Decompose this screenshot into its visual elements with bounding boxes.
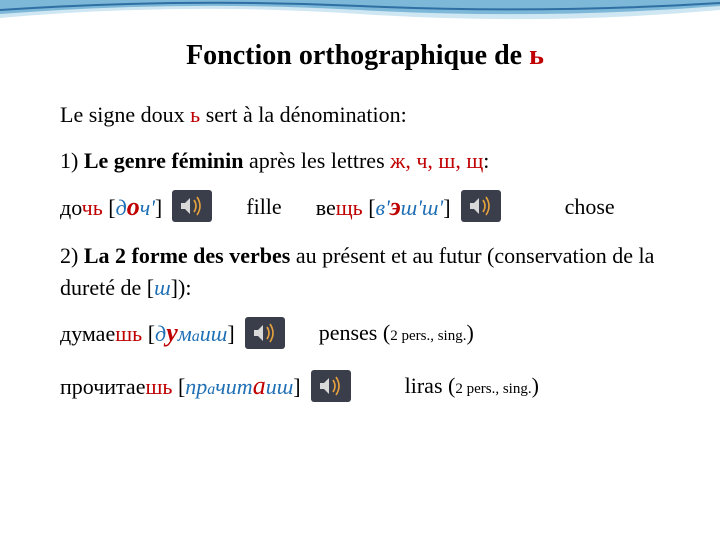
ex1-p-tail: ч' [140,195,155,220]
ex2-p-m: м [178,321,192,346]
ex2-pclose: ] [227,321,234,346]
ex1-w2r: щ [336,195,353,220]
ex1-p-d: д [116,195,127,220]
intro-line: Le signe doux ь sert à la dénomination: [60,100,670,131]
sound-icon[interactable] [245,317,285,349]
decorative-wave [0,0,720,30]
rule2-t3: ]): [171,275,192,300]
ex1-p2close: ] [443,195,450,220]
title-text: Fonction orthographique de [186,40,529,71]
ex1-word2-wrap: вещь [в'эш'ш'] [316,187,451,226]
ex1-p2open: [ [363,195,376,220]
example-1: дочь [доч'] fille вещь [в'эш'ш'] chose [60,187,670,226]
intro-t1: Le signe doux [60,102,190,127]
ex2-p-a: а [192,328,200,345]
intro-red: ь [190,102,200,127]
ex1-tr1: fille [246,190,281,223]
ex3-p-mid: чит [215,374,252,399]
ex2-p-tail: иш [200,321,228,346]
ex1-w1s: ь [93,195,103,220]
ex2-w1s: ь [132,321,142,346]
ex1-pclose: ] [155,195,162,220]
rule2-bold: La 2 forme des verbes [84,243,291,268]
rule-2: 2) La 2 forme des verbes au présent et a… [60,240,670,304]
ex1-w1r: ч [82,195,93,220]
ex1-p2-v: в' [376,195,390,220]
rule2-num: 2) [60,243,84,268]
rule1-t2: après les lettres [244,148,391,173]
ex2-tr: penses [319,320,383,345]
ex3-w1r: ш [145,374,162,399]
ex2-note: 2 pers., sing. [390,328,466,344]
ex1-w1: до [60,195,82,220]
rule-1: 1) Le genre féminin après les lettres ж,… [60,145,670,177]
rule1-bold: Le genre féminin [84,148,244,173]
ex3-p-pr: пр [185,374,207,399]
ex3-note: 2 pers., sing. [455,381,531,397]
ex3-word-wrap: прочитаешь [прачитаиш] [60,366,301,405]
rule1-t3: : [483,148,489,173]
intro-t2: sert à la dénomination: [200,102,407,127]
ex1-popen: [ [103,195,116,220]
ex3-pclose: ] [293,374,300,399]
example-2: думаешь [думаиш] penses (2 pers., sing.) [60,313,670,352]
sound-icon[interactable] [172,190,212,222]
ex1-tr2: chose [565,190,615,223]
ex2-p-d: д [155,321,166,346]
page-title: Fonction orthographique de ь [60,40,670,72]
rule1-red: ж, ч, ш, щ [390,148,483,173]
ex1-w2a: ве [316,195,336,220]
ex2-word-wrap: думаешь [думаиш] [60,313,235,352]
ex3-p-tail: иш [266,374,294,399]
ex2-note-close: ) [466,320,473,345]
ex1-p2-tail: ш'ш' [401,195,444,220]
title-red-char: ь [529,40,544,71]
ex3-w1: прочитае [60,374,145,399]
ex3-p-stress: а [253,371,266,400]
ex2-p-stress: у [166,318,178,347]
sound-icon[interactable] [311,370,351,402]
sound-icon[interactable] [461,190,501,222]
rule1-num: 1) [60,148,84,173]
rule2-phon: ш [154,275,171,300]
example-3: прочитаешь [прачитаиш] liras (2 pers., s… [60,366,670,405]
ex2-w1: думае [60,321,115,346]
ex1-p-stress: о [127,192,140,221]
ex3-note-close: ) [532,373,539,398]
ex1-w2s: ь [353,195,363,220]
ex2-w1r: ш [115,321,132,346]
ex3-w1s: ь [162,374,172,399]
ex2-tr-wrap: penses (2 pers., sing.) [319,316,474,349]
ex2-popen: [ [142,321,155,346]
ex3-popen: [ [172,374,185,399]
ex1-word-wrap: дочь [доч'] [60,187,162,226]
ex1-p2-stress: э [390,192,401,221]
ex3-tr-wrap: liras (2 pers., sing.) [405,369,539,402]
ex3-tr: liras [405,373,448,398]
